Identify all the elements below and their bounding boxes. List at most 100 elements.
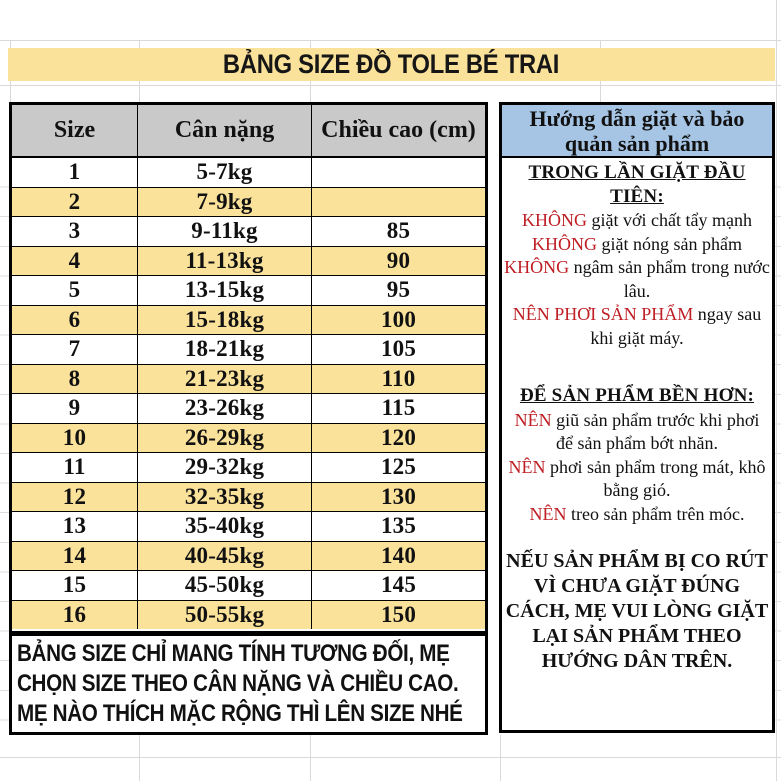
table-row: 16 50-55kg 150 [12,599,485,629]
height-cell: 135 [380,513,417,539]
table-row: 8 21-23kg 110 [12,363,485,393]
table-row: 11 29-32kg 125 [12,452,485,482]
header-weight: Cân nặng [138,105,312,156]
height-cell: 105 [380,336,417,362]
care-section: TRONG LẦN GIẶT ĐẦU TIÊN: KHÔNG giặt với c… [504,161,770,350]
care-line: KHÔNG giặt với chất tẩy mạnh [504,209,770,233]
height-cell: 145 [380,572,417,598]
header-height: Chiều cao (cm) [321,117,476,143]
care-line: NÊN treo sản phẩm trên móc. [504,503,770,527]
care-text: ngay sau khi giặt máy. [590,304,762,348]
care-keyword: KHÔNG [504,257,570,277]
note-line: BẢNG SIZE CHỈ MANG TÍNH TƯƠNG ĐỐI, MẸ [17,640,450,667]
table-row: 2 7-9kg [12,186,485,217]
care-text: ngâm sản phẩm trong nước lâu. [569,257,770,301]
height-cell: 115 [381,395,416,421]
care-section-heading: TRONG LẦN GIẶT ĐẦU TIÊN: [528,162,746,207]
table-row: 10 26-29kg 120 [12,422,485,452]
weight-cell: 35-40kg [138,512,312,541]
size-cell: 16 [12,600,138,629]
height-cell: 85 [386,218,411,244]
height-cell [312,158,485,187]
gridline [0,757,781,758]
height-cell: 100 [380,306,417,332]
care-keyword: NÊN [514,409,552,430]
height-cell [312,188,485,217]
care-text: giặt nóng sản phẩm [597,233,742,254]
weight-cell: 23-26kg [138,394,312,423]
care-line: NÊN phơi sản phẩm trong mát, khô bằng gi… [504,456,770,503]
care-keyword: KHÔNG [532,233,597,254]
weight-cell: 13-15kg [138,276,312,305]
size-cell: 1 [12,158,138,187]
care-text: phơi sản phẩm trong mát, khô bằng gió. [545,456,766,501]
banner: BẢNG SIZE ĐỒ TOLE BÉ TRAI [8,48,775,81]
care-body: TRONG LẦN GIẶT ĐẦU TIÊN: KHÔNG giặt với c… [502,158,772,674]
gridline-strip [775,158,781,735]
size-cell: 11 [12,453,138,482]
size-table-header: Size Cân nặng Chiều cao (cm) [12,105,485,158]
table-row: 3 9-11kg 85 [12,216,485,246]
height-cell: 125 [380,454,417,480]
care-text: giặt với chất tẩy mạnh [587,210,752,230]
banner-title: BẢNG SIZE ĐỒ TOLE BÉ TRAI [223,49,560,79]
gridline [139,735,140,781]
care-line: KHÔNG giặt nóng sản phẩm [504,233,770,257]
table-row: 4 11-13kg 90 [12,245,485,275]
care-keyword: NÊN [529,503,567,524]
table-row: 9 23-26kg 115 [12,393,485,423]
size-cell: 6 [12,305,138,334]
care-section: ĐỂ SẢN PHẨM BỀN HƠN: NÊN giũ sản phẩm trư… [504,384,770,526]
table-row: 12 32-35kg 130 [12,481,485,511]
size-table: Size Cân nặng Chiều cao (cm) 1 5-7kg 2 7-9k… [9,102,488,634]
size-cell: 2 [12,187,138,216]
weight-cell: 15-18kg [138,305,312,334]
weight-cell: 29-32kg [138,453,312,482]
gridline [0,40,781,41]
table-row: 15 45-50kg 145 [12,570,485,600]
header-size: Size [12,105,138,156]
note-box: BẢNG SIZE CHỈ MANG TÍNH TƯƠNG ĐỐI, MẸ CHỌ… [9,634,488,735]
table-row: 1 5-7kg [12,158,485,187]
care-line: KHÔNG ngâm sản phẩm trong nước lâu. [504,256,770,303]
weight-cell: 26-29kg [138,423,312,452]
care-section: NẾU SẢN PHẨM BỊ CO RÚT VÌ CHƯA GIẶT ĐÚNG… [504,549,770,674]
gridline-strip [0,158,9,735]
care-line: NẾU SẢN PHẨM BỊ CO RÚT VÌ CHƯA GIẶT ĐÚNG… [504,549,770,674]
care-keyword: NÊN PHƠI SẢN PHẨM [512,304,694,324]
size-cell: 4 [12,246,138,275]
height-cell: 110 [381,365,416,391]
size-cell: 8 [12,364,138,393]
table-row: 13 35-40kg 135 [12,511,485,541]
size-cell: 13 [12,512,138,541]
height-cell: 130 [380,483,417,509]
weight-cell: 45-50kg [138,571,312,600]
note-line: CHỌN SIZE THEO CÂN NẶNG VÀ CHIỀU CAO. [17,670,459,697]
height-cell: 120 [380,424,417,450]
size-cell: 3 [12,217,138,246]
table-row: 7 18-21kg 105 [12,334,485,364]
care-keyword: KHÔNG [522,210,587,230]
care-keyword: NÊN [508,456,546,477]
weight-cell: 11-13kg [138,246,312,275]
weight-cell: 50-55kg [138,600,312,629]
table-row: 6 15-18kg 100 [12,304,485,334]
size-cell: 14 [12,541,138,570]
weight-cell: 7-9kg [138,187,312,216]
height-cell: 90 [386,247,411,273]
height-cell: 140 [380,542,417,568]
care-line: NÊN giũ sản phẩm trước khi phơi để sản p… [504,409,770,456]
size-cell: 5 [12,276,138,305]
height-cell: 150 [380,601,417,627]
table-row: 5 13-15kg 95 [12,275,485,305]
weight-cell: 40-45kg [138,541,312,570]
weight-cell: 5-7kg [138,158,312,187]
weight-cell: 32-35kg [138,482,312,511]
care-section-heading: ĐỂ SẢN PHẨM BỀN HƠN: [519,385,755,406]
care-panel-title: Hướng dẫn giặt và bảo quản sản phẩm [502,105,772,158]
height-cell: 95 [386,277,411,303]
care-text: treo sản phẩm trên móc. [566,503,745,524]
size-cell: 12 [12,482,138,511]
size-cell: 7 [12,335,138,364]
